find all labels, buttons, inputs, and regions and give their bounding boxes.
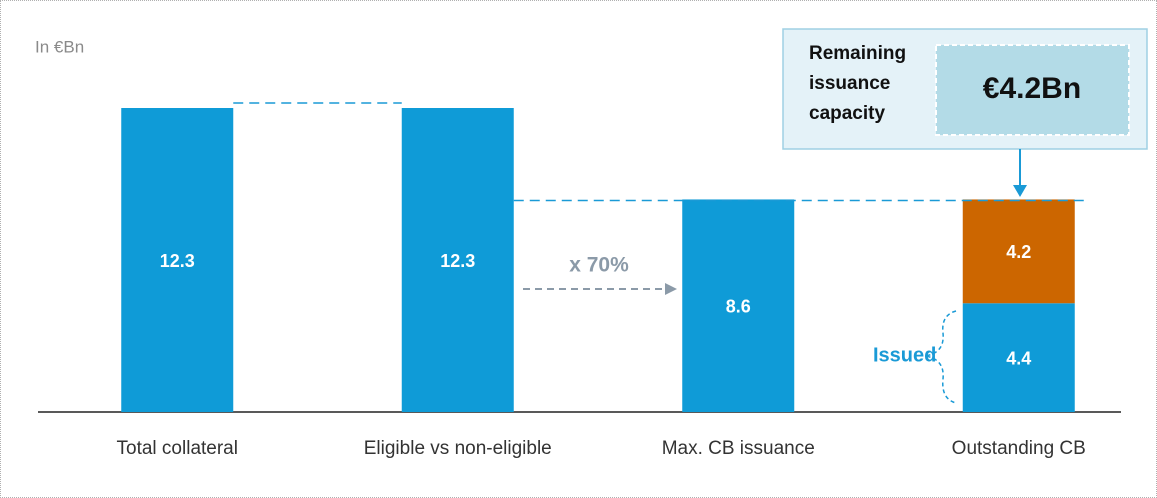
callout-label: Remaining issuance capacity [809,43,907,124]
callout-value: €4.2Bn [983,72,1081,105]
issued-label: Issued [873,344,936,366]
unit-label: In €Bn [35,37,84,56]
bar-value-label: 4.2 [1006,242,1031,262]
multiplier-arrow-head [665,283,677,295]
bar [962,303,1075,412]
x-tick-label: Max. CB issuance [662,438,815,459]
callout-value-box [935,44,1130,136]
bar [962,199,1075,304]
x-tick-label: Eligible vs non-eligible [364,438,552,459]
bar-value-label: 12.3 [160,251,195,271]
bar [121,108,234,412]
x-tick-label: Outstanding CB [952,438,1086,459]
x-tick-label: Total collateral [117,438,238,459]
callout-arrow-head [1013,185,1027,197]
bar [682,199,795,412]
bar [401,108,514,412]
bar-value-label: 4.4 [1006,348,1031,368]
multiplier-label: x 70% [569,254,629,277]
bar-value-label: 12.3 [440,251,475,271]
bar-value-label: 8.6 [726,296,751,316]
